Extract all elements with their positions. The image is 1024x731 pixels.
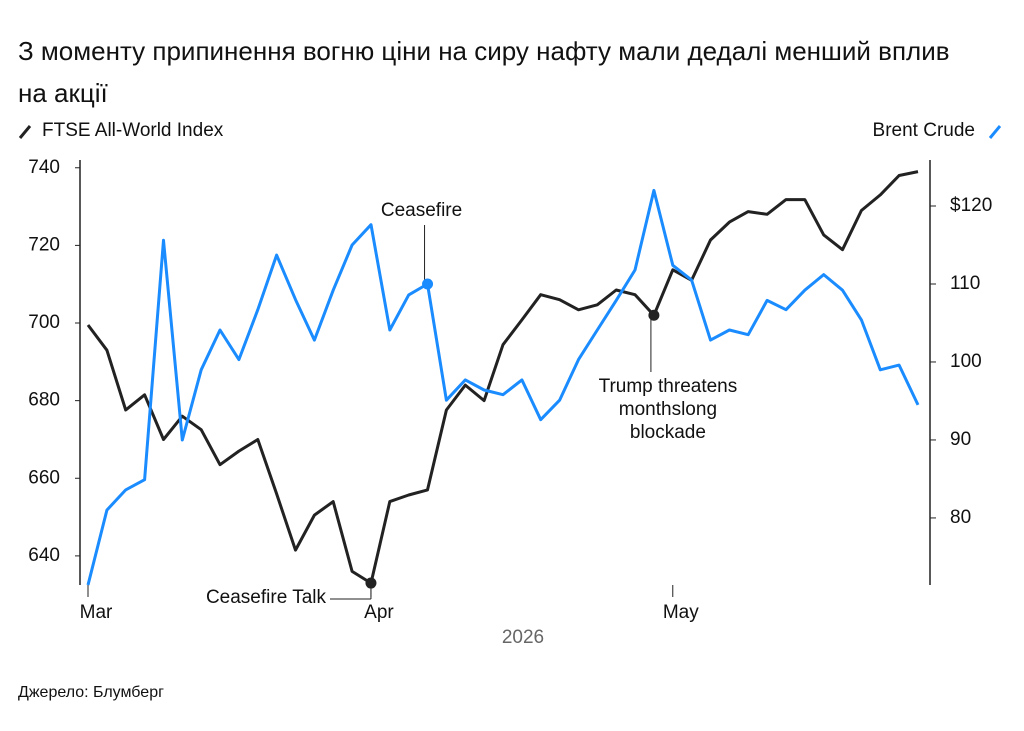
legend-label: FTSE All-World Index xyxy=(42,120,224,141)
annotation-text: Ceasefire Talk xyxy=(206,587,327,608)
annotation-dot xyxy=(648,309,660,321)
source-note: Джерело: Блумберг xyxy=(18,684,164,701)
annotation-text: Ceasefire xyxy=(381,200,462,221)
annotation-dot xyxy=(365,577,377,589)
y-tick-label: 720 xyxy=(28,234,60,255)
x-tick-label: May xyxy=(663,602,699,623)
x-axis-label: 2026 xyxy=(502,627,544,648)
y2-tick-label: $120 xyxy=(950,195,992,216)
y-tick-label: 740 xyxy=(28,157,60,178)
y-tick-label: 680 xyxy=(28,390,60,411)
annotation-text: monthslong xyxy=(619,399,717,420)
annotation-dot xyxy=(422,278,434,290)
series-line xyxy=(86,188,920,586)
x-tick-label: Apr xyxy=(364,602,394,623)
y2-tick-label: 90 xyxy=(950,429,971,450)
legend-swatch xyxy=(988,125,1002,139)
y-tick-label: 700 xyxy=(28,312,60,333)
legend-swatch xyxy=(18,125,32,139)
y2-tick-label: 100 xyxy=(950,351,982,372)
legend-label: Brent Crude xyxy=(873,120,975,141)
chart-title: З моменту припинення вогню ціни на сиру … xyxy=(18,36,950,108)
annotation-text: blockade xyxy=(630,422,706,443)
y2-tick-label: 110 xyxy=(950,273,980,294)
y-tick-label: 660 xyxy=(28,467,60,488)
x-tick-label: Mar xyxy=(80,602,113,623)
series-line xyxy=(86,170,919,585)
y-tick-label: 640 xyxy=(28,545,60,566)
y2-tick-label: 80 xyxy=(950,507,971,528)
annotation-text: Trump threatens xyxy=(599,376,738,397)
